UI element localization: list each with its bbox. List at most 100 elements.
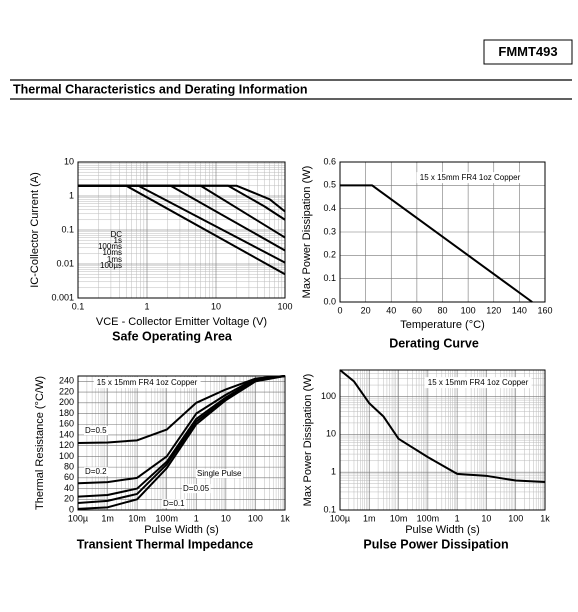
x-tick-label: 0.1 xyxy=(72,301,85,311)
series-label: D=0.2 xyxy=(85,467,107,476)
chart-title: Derating Curve xyxy=(389,336,479,350)
annotation: 15 x 15mm FR4 1oz Copper xyxy=(428,378,529,387)
y-tick-label: 0.001 xyxy=(51,292,74,302)
plot-frame xyxy=(77,161,286,299)
annotation: 15 x 15mm FR4 1oz Copper xyxy=(420,173,521,182)
series-label: DC xyxy=(110,230,122,239)
series-label: 10ms xyxy=(102,248,122,257)
x-tick-label: 10 xyxy=(211,301,221,311)
x-tick-label: 10 xyxy=(481,513,491,523)
chart-title: Safe Operating Area xyxy=(112,329,233,343)
x-tick-label: 160 xyxy=(537,305,552,315)
x-tick-label: 80 xyxy=(437,305,447,315)
y-axis-label: IC-Collector Current (A) xyxy=(29,172,41,288)
part-box xyxy=(483,39,573,65)
y-tick-label: 0 xyxy=(69,504,74,514)
y-tick-label: 160 xyxy=(59,419,74,429)
chart: 100µ 1m 10m 100m 1 10 100 1k 0.1 1 10 100 15 x 15mm … xyxy=(302,369,550,551)
x-axis-label: Temperature (°C) xyxy=(400,319,484,331)
y-tick-label: 180 xyxy=(59,408,74,418)
y-tick-label: 100 xyxy=(321,391,336,401)
y-tick-label: 0.4 xyxy=(323,203,336,213)
chart: 100µ 1m 10m 100m 1 10 100 1k0204060801001201401… xyxy=(34,375,290,551)
x-axis-label: VCE - Collector Emitter Voltage (V) xyxy=(96,316,267,328)
y-tick-label: 80 xyxy=(64,461,74,471)
chart: 0.1 1 10 100 0.001 0.01 0.1 1 10 DC1s100ms10ms1ms… xyxy=(29,156,293,343)
y-tick-label: 1 xyxy=(69,190,74,200)
plot-frame xyxy=(339,369,546,511)
x-tick-label: 100µ xyxy=(330,513,350,523)
y-tick-label: 220 xyxy=(59,386,74,396)
chart: 0 20 40 60 80 100 120 140 160 0.0 0.1 0.2 0.3 0.4 0.5 0… xyxy=(301,156,553,350)
y-tick-label: 10 xyxy=(326,429,336,439)
x-tick-label: 1k xyxy=(280,513,290,523)
x-tick-label: 1k xyxy=(540,513,550,523)
x-tick-label: 100 xyxy=(277,301,292,311)
series-label: 1s xyxy=(114,236,122,245)
y-tick-label: 0.5 xyxy=(323,180,336,190)
y-tick-label: 140 xyxy=(59,429,74,439)
y-tick-label: 0.6 xyxy=(323,156,336,166)
y-tick-label: 60 xyxy=(64,472,74,482)
series-line xyxy=(77,375,286,510)
chart-title: Transient Thermal Impedance xyxy=(77,537,253,551)
y-tick-label: 0.1 xyxy=(323,273,336,283)
y-tick-label: 1 xyxy=(331,467,336,477)
x-axis-label: Pulse Width (s) xyxy=(405,524,480,536)
part-number: FMMT493 xyxy=(498,44,557,59)
series-label: 100ms xyxy=(98,242,122,251)
series-label-bg xyxy=(196,469,244,479)
series-label: D=0.1 xyxy=(163,499,185,508)
series-line xyxy=(77,375,286,485)
x-tick-label: 10m xyxy=(128,513,146,523)
y-tick-label: 0.2 xyxy=(323,250,336,260)
chart-title: Pulse Power Dissipation xyxy=(363,537,508,551)
series-line xyxy=(339,369,546,483)
y-tick-label: 120 xyxy=(59,440,74,450)
x-tick-label: 1 xyxy=(455,513,460,523)
y-tick-label: 40 xyxy=(64,483,74,493)
x-tick-label: 1 xyxy=(144,301,149,311)
x-tick-label: 1m xyxy=(101,513,114,523)
y-tick-label: 200 xyxy=(59,397,74,407)
y-axis-label: Max Power Dissipation (W) xyxy=(301,166,313,299)
annotation-bg xyxy=(416,172,524,184)
plot-frame xyxy=(339,161,546,303)
series-line xyxy=(340,184,533,303)
x-tick-label: 100m xyxy=(417,513,440,523)
series-label-bg xyxy=(162,499,187,509)
series-line xyxy=(78,184,286,213)
x-tick-label: 100 xyxy=(248,513,263,523)
annotation: 15 x 15mm FR4 1oz Copper xyxy=(97,378,198,387)
y-tick-label: 10 xyxy=(64,156,74,166)
x-tick-label: 10m xyxy=(390,513,408,523)
series-label-bg xyxy=(182,484,211,494)
annotation-bg xyxy=(93,377,201,389)
x-tick-label: 40 xyxy=(386,305,396,315)
x-tick-label: 20 xyxy=(361,305,371,315)
series-label: D=0.05 xyxy=(183,484,210,493)
y-tick-label: 20 xyxy=(64,494,74,504)
series-label-bg xyxy=(84,426,109,436)
x-tick-label: 100µ xyxy=(68,513,88,523)
x-tick-label: 1m xyxy=(363,513,376,523)
x-tick-label: 140 xyxy=(512,305,527,315)
x-tick-label: 100 xyxy=(508,513,523,523)
series-label: 1ms xyxy=(107,255,122,264)
series-label-bg xyxy=(84,467,109,477)
x-tick-label: 1 xyxy=(194,513,199,523)
y-tick-label: 0.01 xyxy=(56,258,74,268)
series-label: 100µs xyxy=(100,261,122,270)
x-tick-label: 10 xyxy=(221,513,231,523)
series-label: D=0.5 xyxy=(85,426,107,435)
section-title: Thermal Characteristics and Derating Inf… xyxy=(13,82,308,96)
y-axis-label: Thermal Resistance (°C/W) xyxy=(34,376,46,510)
x-tick-label: 120 xyxy=(486,305,501,315)
y-tick-label: 100 xyxy=(59,451,74,461)
annotation-bg xyxy=(424,377,532,389)
y-tick-label: 240 xyxy=(59,376,74,386)
x-axis-label: Pulse Width (s) xyxy=(144,524,219,536)
x-tick-label: 100m xyxy=(155,513,178,523)
y-tick-label: 0.1 xyxy=(61,224,74,234)
